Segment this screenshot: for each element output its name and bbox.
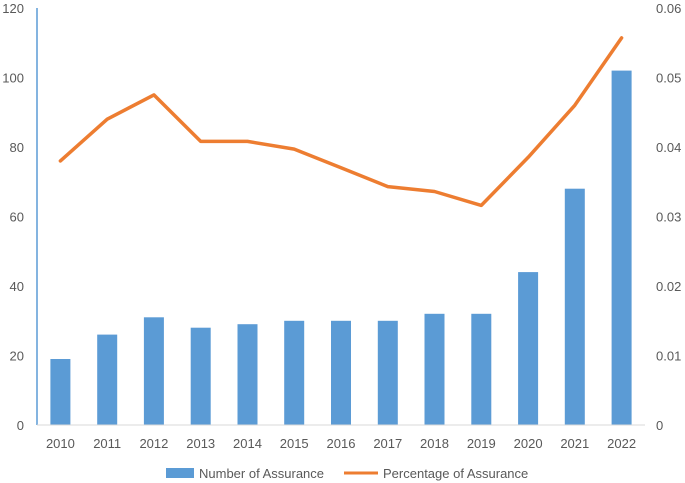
x-tick-label: 2018	[420, 436, 449, 451]
right-tick-label: 0.02	[656, 279, 681, 294]
left-tick-label: 20	[10, 349, 24, 364]
right-tick-label: 0.03	[656, 210, 681, 225]
x-tick-label: 2020	[514, 436, 543, 451]
bar-2020	[518, 272, 539, 425]
bar-2011	[97, 334, 118, 425]
right-tick-label: 0.01	[656, 349, 681, 364]
bar-2012	[143, 317, 164, 425]
x-tick-label: 2014	[233, 436, 262, 451]
legend-swatch-bar	[166, 468, 194, 478]
percentage-line	[58, 36, 624, 208]
x-tick-label: 2017	[373, 436, 402, 451]
legend-label-bar: Number of Assurance	[199, 466, 324, 481]
bar-2019	[471, 313, 492, 425]
left-tick-label: 0	[17, 418, 24, 433]
x-tick-label: 2011	[93, 436, 121, 451]
right-tick-label: 0.05	[656, 71, 681, 86]
x-tick-label: 2013	[186, 436, 215, 451]
x-tick-label: 2022	[607, 436, 636, 451]
bar-2022	[611, 70, 632, 425]
x-tick-label: 2015	[280, 436, 309, 451]
left-tick-label: 80	[10, 140, 24, 155]
right-axis-ticks: 0 0.01 0.02 0.03 0.04 0.05 0.06	[656, 1, 681, 433]
legend: Number of Assurance Percentage of Assura…	[166, 466, 528, 481]
bar-2013	[190, 327, 211, 425]
right-tick-label: 0.06	[656, 1, 681, 16]
bar-2016	[331, 320, 351, 426]
axes	[36, 8, 645, 426]
bar-2010	[50, 359, 71, 425]
x-tick-label: 2019	[467, 436, 496, 451]
x-tick-label: 2021	[560, 436, 589, 451]
bar-2018	[424, 313, 445, 425]
x-tick-label: 2012	[139, 436, 168, 451]
left-axis-ticks: 0 20 40 60 80 100 120	[2, 1, 24, 433]
left-tick-label: 100	[2, 71, 24, 86]
left-tick-label: 60	[10, 210, 24, 225]
x-axis-ticks: 2010 2011 2012 2013 2014 2015 2016 2017 2018 2019…	[46, 436, 636, 451]
right-tick-label: 0	[656, 418, 663, 433]
x-tick-label: 2010	[46, 436, 75, 451]
bar-2021	[564, 188, 585, 425]
right-tick-label: 0.04	[656, 140, 681, 155]
x-tick-label: 2016	[327, 436, 356, 451]
left-tick-label: 40	[10, 279, 24, 294]
bar-2017	[377, 320, 398, 426]
line-series	[58, 36, 624, 208]
bar-2014	[237, 324, 258, 425]
bar-2015	[284, 320, 305, 426]
left-tick-label: 120	[2, 1, 24, 16]
legend-label-line: Percentage of Assurance	[383, 466, 528, 481]
bar-series	[50, 70, 632, 426]
